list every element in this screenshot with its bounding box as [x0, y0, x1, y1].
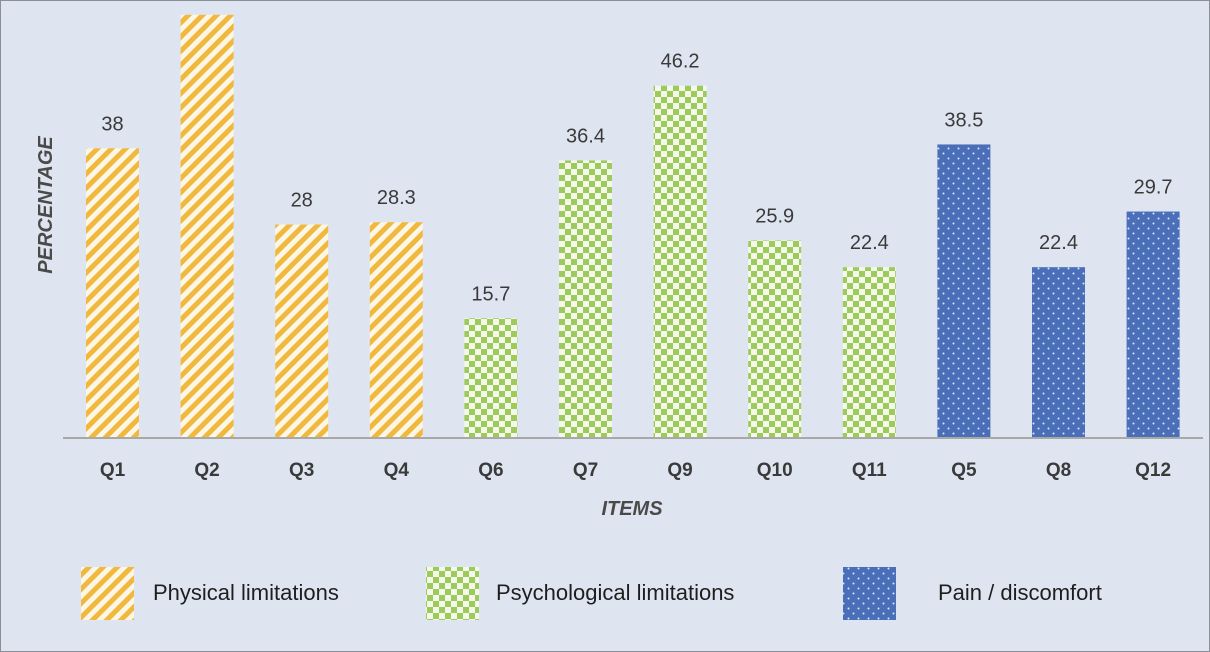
legend-swatch-1: [81, 567, 134, 620]
tick-label-q7: Q7: [573, 460, 598, 481]
bar-q9: [653, 85, 707, 438]
tick-label-q6: Q6: [478, 460, 503, 481]
bar-q7: [559, 160, 612, 438]
value-label-q7: 36.4: [566, 125, 605, 147]
value-label-q9: 46.2: [661, 51, 700, 73]
value-label-q5: 38.5: [944, 109, 983, 131]
legend-label-1: Physical limitations: [153, 580, 339, 605]
bar-q8: [1032, 267, 1085, 438]
legend-label-3: Pain / discomfort: [938, 580, 1102, 605]
legend-label-2: Psychological limitations: [496, 580, 734, 605]
value-label-q12: 29.7: [1134, 177, 1173, 199]
value-label-q11: 22.4: [850, 232, 889, 254]
tick-label-q2: Q2: [194, 460, 219, 481]
tick-label-q10: Q10: [757, 460, 793, 481]
y-axis-title: PERCENTAGE: [35, 136, 57, 274]
bar-q11: [842, 267, 896, 438]
bar-q5: [937, 144, 991, 438]
bar-q1: [86, 148, 139, 438]
value-label-q6: 15.7: [471, 283, 510, 305]
tick-label-q1: Q1: [100, 460, 126, 481]
value-labels-layer: 38 28 28.3 15.7 36.4 46.2 25.9 22.4 38.5 22.4 29.7: [101, 51, 1172, 306]
value-label-q1: 38: [101, 113, 123, 135]
bar-q10: [748, 240, 802, 438]
tick-label-q9: Q9: [667, 460, 692, 481]
tick-label-q8: Q8: [1046, 460, 1071, 481]
value-label-q8: 22.4: [1039, 232, 1078, 254]
bar-q12: [1126, 211, 1180, 438]
bar-q2: [180, 14, 234, 438]
bar-q6: [464, 318, 518, 438]
legend: Physical limitations Psychological limita…: [81, 567, 1102, 620]
bar-q4: [369, 222, 423, 438]
tick-label-q5: Q5: [951, 460, 977, 481]
tick-label-q3: Q3: [289, 460, 314, 481]
tick-label-q4: Q4: [384, 460, 410, 481]
legend-swatch-2: [426, 567, 479, 620]
x-axis-title: ITEMS: [601, 498, 663, 520]
tick-label-q12: Q12: [1135, 460, 1171, 481]
tick-label-q11: Q11: [852, 460, 887, 481]
value-label-q3: 28: [291, 190, 313, 212]
bar-q3: [275, 224, 329, 438]
value-label-q4: 28.3: [377, 187, 416, 209]
legend-swatch-3: [843, 567, 896, 620]
value-label-q10: 25.9: [755, 206, 794, 228]
tick-labels-layer: Q1 Q2 Q3 Q4 Q6 Q7 Q9 Q10 Q11 Q5 Q8 Q12: [100, 460, 1171, 481]
bars-layer: [86, 14, 1180, 438]
